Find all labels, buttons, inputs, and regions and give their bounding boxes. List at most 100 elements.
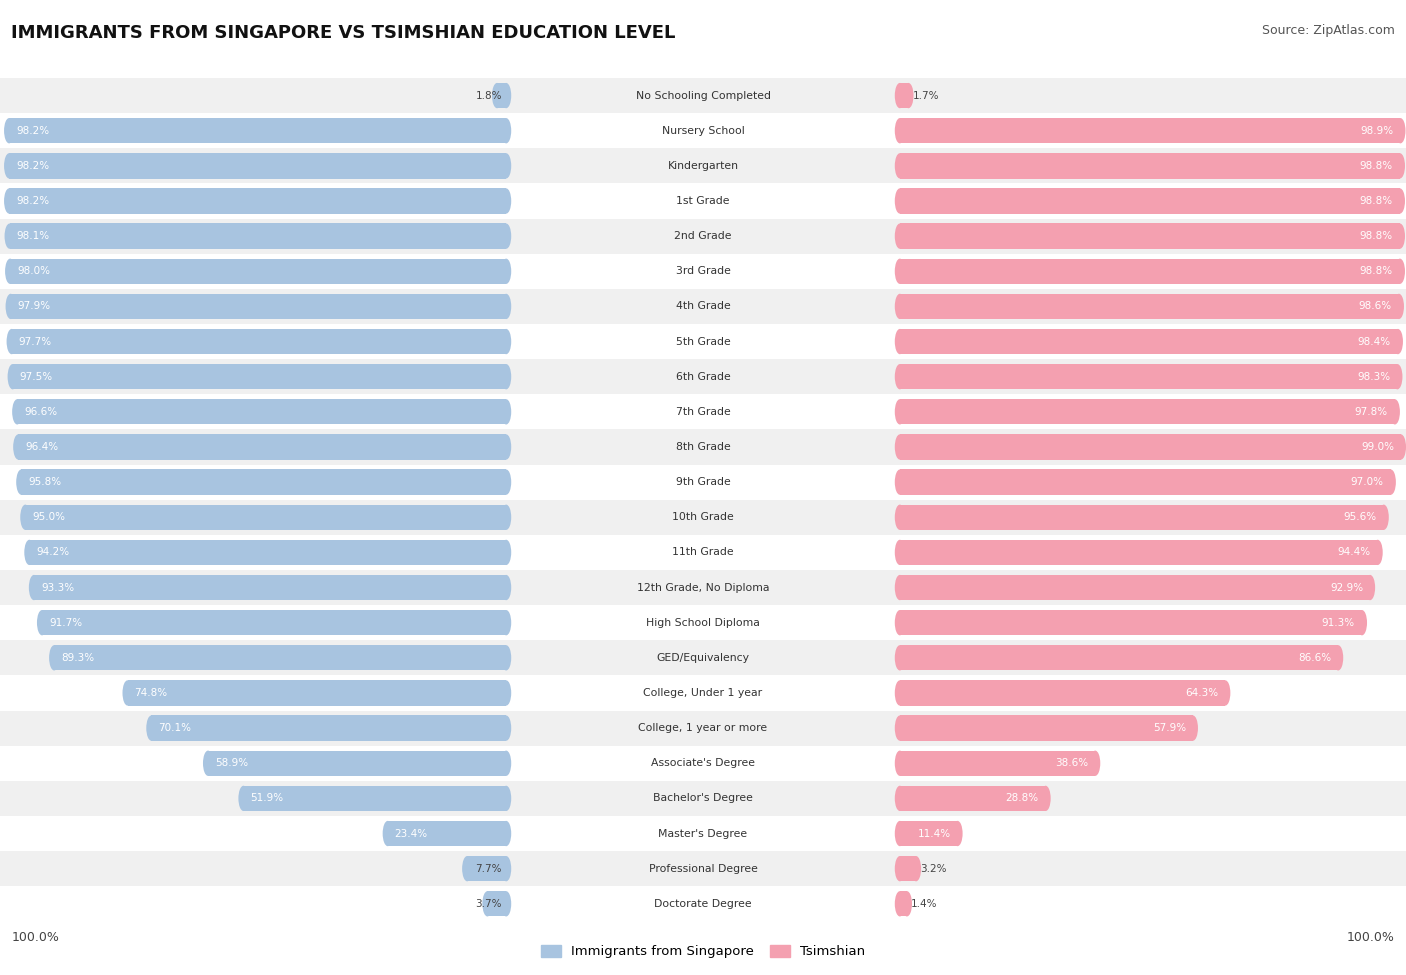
- Ellipse shape: [894, 786, 905, 811]
- Ellipse shape: [6, 258, 15, 284]
- Ellipse shape: [501, 364, 512, 389]
- Bar: [900, 364, 1398, 389]
- Ellipse shape: [7, 364, 18, 389]
- Text: 51.9%: 51.9%: [250, 794, 284, 803]
- Ellipse shape: [1372, 540, 1382, 566]
- Ellipse shape: [894, 118, 905, 143]
- Text: 28.8%: 28.8%: [1005, 794, 1039, 803]
- Bar: [0, 816, 1406, 851]
- Bar: [243, 786, 506, 811]
- Bar: [10, 258, 506, 284]
- Bar: [0, 676, 1406, 711]
- Text: Bachelor's Degree: Bachelor's Degree: [652, 794, 754, 803]
- Text: 97.0%: 97.0%: [1351, 477, 1384, 488]
- Text: 94.2%: 94.2%: [37, 547, 69, 558]
- Ellipse shape: [7, 329, 17, 354]
- Ellipse shape: [501, 540, 512, 566]
- Text: 97.7%: 97.7%: [18, 336, 52, 346]
- Bar: [0, 254, 1406, 289]
- Bar: [0, 711, 1406, 746]
- Text: 95.0%: 95.0%: [32, 512, 65, 523]
- Bar: [34, 575, 506, 601]
- Bar: [128, 681, 506, 706]
- Text: 91.3%: 91.3%: [1322, 618, 1355, 628]
- Bar: [900, 83, 908, 108]
- Text: College, Under 1 year: College, Under 1 year: [644, 688, 762, 698]
- Text: 11th Grade: 11th Grade: [672, 547, 734, 558]
- Bar: [0, 605, 1406, 641]
- Text: 96.6%: 96.6%: [24, 407, 58, 417]
- Text: 74.8%: 74.8%: [135, 688, 167, 698]
- Bar: [488, 891, 506, 916]
- Ellipse shape: [501, 223, 512, 249]
- Ellipse shape: [501, 681, 512, 706]
- Text: Kindergarten: Kindergarten: [668, 161, 738, 171]
- Text: 70.1%: 70.1%: [159, 723, 191, 733]
- Text: 99.0%: 99.0%: [1361, 442, 1393, 452]
- Ellipse shape: [1333, 645, 1343, 671]
- Ellipse shape: [501, 329, 512, 354]
- Ellipse shape: [894, 645, 905, 671]
- Bar: [900, 716, 1192, 741]
- Bar: [900, 821, 957, 846]
- Bar: [900, 575, 1369, 601]
- Ellipse shape: [13, 399, 22, 424]
- Ellipse shape: [894, 540, 905, 566]
- Bar: [900, 293, 1399, 319]
- Text: 95.6%: 95.6%: [1344, 512, 1376, 523]
- Ellipse shape: [501, 856, 512, 881]
- Ellipse shape: [894, 575, 905, 601]
- Ellipse shape: [501, 610, 512, 636]
- Text: 98.0%: 98.0%: [17, 266, 51, 276]
- Bar: [467, 856, 506, 881]
- Text: 58.9%: 58.9%: [215, 759, 249, 768]
- Bar: [0, 78, 1406, 113]
- Ellipse shape: [492, 83, 502, 108]
- Text: 4th Grade: 4th Grade: [676, 301, 730, 311]
- Ellipse shape: [17, 470, 27, 494]
- Ellipse shape: [894, 751, 905, 776]
- Ellipse shape: [894, 681, 905, 706]
- Text: 98.2%: 98.2%: [15, 126, 49, 136]
- Ellipse shape: [501, 751, 512, 776]
- Ellipse shape: [122, 681, 132, 706]
- Text: 23.4%: 23.4%: [395, 829, 427, 838]
- Bar: [388, 821, 506, 846]
- Bar: [498, 83, 506, 108]
- Text: 5th Grade: 5th Grade: [676, 336, 730, 346]
- Text: 3rd Grade: 3rd Grade: [675, 266, 731, 276]
- Ellipse shape: [24, 540, 34, 566]
- Ellipse shape: [4, 223, 14, 249]
- Ellipse shape: [894, 153, 905, 178]
- Text: 98.6%: 98.6%: [1358, 301, 1392, 311]
- Ellipse shape: [1379, 505, 1389, 529]
- Bar: [8, 188, 506, 214]
- Text: 98.2%: 98.2%: [15, 161, 49, 171]
- Ellipse shape: [501, 118, 512, 143]
- Bar: [0, 183, 1406, 218]
- Text: 97.5%: 97.5%: [20, 371, 53, 381]
- Ellipse shape: [202, 751, 214, 776]
- Text: 10th Grade: 10th Grade: [672, 512, 734, 523]
- Text: 98.3%: 98.3%: [1357, 371, 1391, 381]
- Ellipse shape: [501, 188, 512, 214]
- Text: 95.8%: 95.8%: [28, 477, 62, 488]
- Bar: [900, 399, 1395, 424]
- Bar: [0, 359, 1406, 394]
- Bar: [25, 505, 506, 529]
- Ellipse shape: [37, 610, 46, 636]
- Text: 3.2%: 3.2%: [921, 864, 946, 874]
- Ellipse shape: [49, 645, 59, 671]
- Bar: [0, 535, 1406, 570]
- Ellipse shape: [1386, 470, 1396, 494]
- Text: Nursery School: Nursery School: [662, 126, 744, 136]
- Ellipse shape: [501, 83, 512, 108]
- Ellipse shape: [904, 83, 914, 108]
- Bar: [900, 856, 917, 881]
- Text: Master's Degree: Master's Degree: [658, 829, 748, 838]
- Ellipse shape: [894, 83, 905, 108]
- Bar: [8, 118, 506, 143]
- Bar: [18, 434, 506, 459]
- Ellipse shape: [911, 856, 921, 881]
- Ellipse shape: [146, 716, 156, 741]
